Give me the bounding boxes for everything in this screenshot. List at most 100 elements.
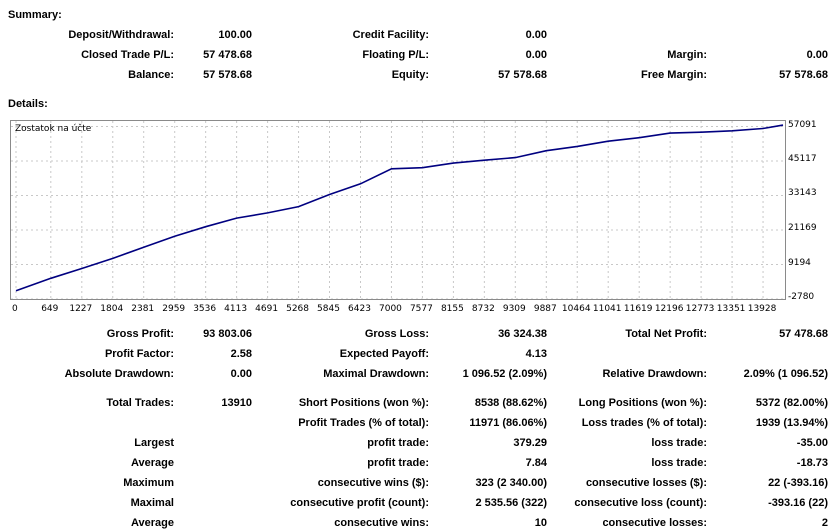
deposit-value: 100.00	[218, 29, 252, 41]
free-margin-value: 57 578.68	[779, 69, 828, 81]
gross-profit-value: 93 803.06	[203, 328, 252, 340]
expected-payoff-label: Expected Payoff:	[339, 348, 429, 360]
largest-loss-label: loss trade:	[651, 437, 707, 449]
x-tick-label: 11619	[623, 304, 653, 314]
total-net-profit-value: 57 478.68	[779, 328, 828, 340]
expected-payoff-value: 4.13	[525, 348, 547, 360]
balance-label: Balance:	[128, 69, 174, 81]
credit-value: 0.00	[525, 29, 547, 41]
y-tick-label: 45117	[788, 153, 817, 164]
max-consecutive-wins-label: consecutive wins ($):	[317, 477, 429, 489]
x-tick-label: 13351	[716, 304, 746, 314]
floating-pl-label: Floating P/L:	[362, 49, 429, 61]
loss-trades-label: Loss trades (% of total):	[581, 417, 707, 429]
x-tick-label: 1227	[69, 304, 93, 314]
average-loss-label: loss trade:	[651, 457, 707, 469]
y-tick-label: 21169	[788, 222, 817, 233]
x-tick-label: 3536	[193, 304, 217, 314]
maximal-drawdown-label: Maximal Drawdown:	[323, 368, 429, 380]
deposit-label: Deposit/Withdrawal:	[68, 29, 174, 41]
x-tick-label: 12196	[654, 304, 684, 314]
x-tick-label: 6423	[348, 304, 371, 314]
short-positions-label: Short Positions (won %):	[298, 397, 429, 409]
maximal-consecutive-profit-value: 2 535.56 (322)	[475, 497, 547, 509]
x-tick-label: 8732	[471, 304, 495, 314]
x-tick-label: 7000	[379, 304, 402, 314]
long-positions-value: 5372 (82.00%)	[755, 397, 828, 409]
equity-label: Equity:	[391, 69, 429, 81]
total-trades-label: Total Trades:	[106, 397, 174, 409]
y-tick-label: 57091	[788, 119, 817, 130]
max-consecutive-losses-label: consecutive losses ($):	[585, 477, 707, 489]
avg-consecutive-wins-value: 10	[534, 517, 547, 529]
average-profit-value: 7.84	[525, 457, 547, 469]
avg-consecutive-losses-label: consecutive losses:	[602, 517, 707, 529]
x-tick-label: 9309	[502, 304, 526, 314]
gross-profit-label: Gross Profit:	[106, 328, 174, 340]
maximal-label: Maximal	[130, 497, 174, 509]
largest-profit-value: 379.29	[513, 437, 547, 449]
x-tick-label: 12773	[685, 304, 715, 314]
x-tick-label: 9887	[533, 304, 557, 314]
x-tick-label: 4691	[255, 304, 279, 314]
maximal-drawdown-value: 1 096.52 (2.09%)	[462, 368, 547, 380]
details-heading: Details:	[8, 98, 48, 110]
relative-drawdown-value: 2.09% (1 096.52)	[743, 368, 828, 380]
x-tick-label: 1804	[100, 304, 124, 314]
avg-consecutive-wins-label: consecutive wins:	[334, 517, 429, 529]
free-margin-label: Free Margin:	[640, 69, 707, 81]
average-profit-label: profit trade:	[367, 457, 429, 469]
x-tick-label: 13928	[747, 304, 777, 314]
x-tick-label: 5845	[317, 304, 340, 314]
gross-loss-value: 36 324.38	[498, 328, 547, 340]
chart-title: Zostatok na účte	[15, 124, 92, 134]
closed-pl-value: 57 478.68	[203, 49, 252, 61]
gross-loss-label: Gross Loss:	[364, 328, 429, 340]
absolute-drawdown-label: Absolute Drawdown:	[64, 368, 174, 380]
maximal-consecutive-loss-value: -393.16 (22)	[768, 497, 828, 509]
absolute-drawdown-value: 0.00	[230, 368, 252, 380]
floating-pl-value: 0.00	[525, 49, 547, 61]
relative-drawdown-label: Relative Drawdown:	[602, 368, 707, 380]
margin-label: Margin:	[667, 49, 707, 61]
x-tick-label: 2381	[131, 304, 155, 314]
avg-consecutive-losses-value: 2	[821, 517, 828, 529]
y-tick-label: 9194	[788, 257, 811, 268]
total-net-profit-label: Total Net Profit:	[625, 328, 707, 340]
x-tick-label: 8155	[440, 304, 464, 314]
x-tick-label: 11041	[592, 304, 622, 314]
loss-trades-value: 1939 (13.94%)	[755, 417, 828, 429]
x-tick-label: 4113	[224, 304, 248, 314]
margin-value: 0.00	[806, 49, 828, 61]
profit-factor-value: 2.58	[230, 348, 252, 360]
x-tick-label: 0	[12, 304, 18, 314]
profit-trades-label: Profit Trades (% of total):	[298, 417, 429, 429]
balance-line	[15, 124, 784, 292]
summary-heading: Summary:	[8, 9, 62, 21]
x-tick-label: 649	[41, 304, 59, 314]
total-trades-value: 13910	[221, 397, 252, 409]
maximum-label: Maximum	[123, 477, 174, 489]
balance-chart-svg	[11, 121, 785, 299]
equity-value: 57 578.68	[498, 69, 547, 81]
profit-factor-label: Profit Factor:	[104, 348, 174, 360]
x-tick-label: 7577	[409, 304, 433, 314]
closed-pl-label: Closed Trade P/L:	[81, 49, 174, 61]
largest-loss-value: -35.00	[796, 437, 828, 449]
max-consecutive-losses-value: 22 (-393.16)	[768, 477, 828, 489]
largest-profit-label: profit trade:	[367, 437, 429, 449]
short-positions-value: 8538 (88.62%)	[474, 397, 547, 409]
maximal-consecutive-profit-label: consecutive profit (count):	[290, 497, 429, 509]
balance-chart	[10, 120, 786, 300]
max-consecutive-wins-value: 323 (2 340.00)	[475, 477, 547, 489]
average-consecutive-label: Average	[130, 517, 174, 529]
x-tick-label: 10464	[561, 304, 591, 314]
average-loss-value: -18.73	[796, 457, 828, 469]
profit-trades-value: 11971 (86.06%)	[469, 417, 547, 429]
maximal-consecutive-loss-label: consecutive loss (count):	[574, 497, 707, 509]
y-tick-label: -2780	[788, 292, 815, 302]
largest-label: Largest	[134, 437, 174, 449]
x-tick-label: 5268	[286, 304, 309, 314]
x-tick-label: 2959	[162, 304, 186, 314]
long-positions-label: Long Positions (won %):	[578, 397, 707, 409]
